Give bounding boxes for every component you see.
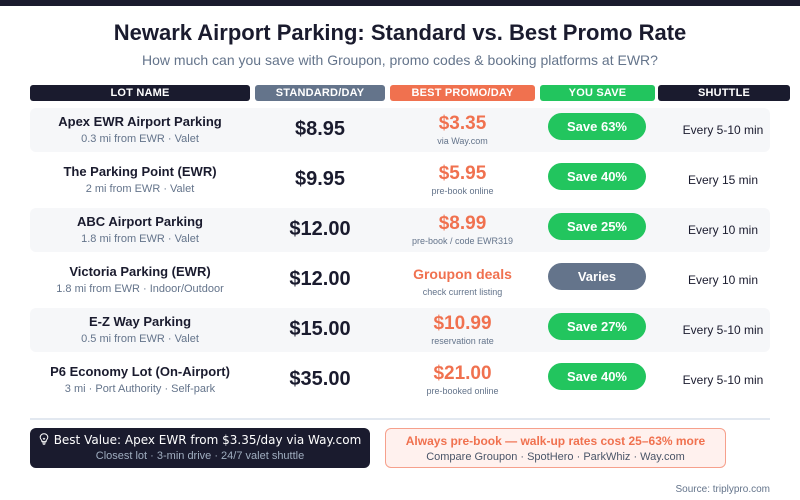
lot-name: ABC Airport Parking [77,214,203,229]
standard-cell: $8.95 [255,108,385,152]
promo-price: $3.35 [438,113,487,134]
best-value-headline: Best Value: Apex EWR from $3.35/day via … [30,433,370,447]
lot-name-cell: ABC Airport Parking 1.8 mi from EWR · Va… [30,208,250,252]
column-header-you-save: YOU SAVE [540,85,655,101]
lot-meta: 3 mi · Port Authority · Self-park [64,383,216,395]
savings-badge: Save 40% [548,363,646,390]
promo-cell: $8.99 pre-book / code EWR319 [390,208,535,252]
promo-price: $21.00 [433,363,492,384]
shuttle-frequency: Every 10 min [687,223,759,237]
shuttle-cell: Every 15 min [658,158,788,202]
lot-meta: 1.8 mi from EWR · Indoor/Outdoor [56,283,224,295]
promo-note: pre-book online [431,186,494,196]
promo-price: $8.99 [438,213,487,234]
savings-badge: Save 63% [548,113,646,140]
standard-price: $12.00 [289,218,351,240]
shuttle-cell: Every 5-10 min [658,358,788,402]
lot-name-cell: Apex EWR Airport Parking 0.3 mi from EWR… [30,108,250,152]
savings-badge: Save 25% [548,213,646,240]
lot-name-cell: The Parking Point (EWR) 2 mi from EWR · … [30,158,250,202]
promo-note: pre-book / code EWR319 [411,236,514,246]
standard-price: $12.00 [289,268,351,290]
table-row: Victoria Parking (EWR) 1.8 mi from EWR ·… [30,258,770,302]
promo-price: $10.99 [433,313,492,334]
promo-note: reservation rate [431,336,494,346]
section-divider [30,418,770,420]
save-cell: Save 63% [540,108,655,152]
standard-price: $15.00 [289,318,351,340]
table-row: ABC Airport Parking 1.8 mi from EWR · Va… [30,208,770,252]
standard-price: $9.95 [294,168,346,190]
shuttle-frequency: Every 10 min [687,273,759,287]
best-value-subtext: Closest lot · 3-min drive · 24/7 valet s… [95,450,305,462]
lot-name: The Parking Point (EWR) [63,164,217,179]
lot-meta: 0.5 mi from EWR · Valet [81,333,199,345]
save-cell: Save 27% [540,308,655,352]
lot-meta: 1.8 mi from EWR · Valet [81,233,199,245]
promo-price: $5.95 [438,163,487,184]
shuttle-frequency: Every 5-10 min [682,323,764,337]
shuttle-frequency: Every 5-10 min [682,373,764,387]
savings-badge: Varies [548,263,646,290]
shuttle-cell: Every 10 min [658,208,788,252]
source-credit: Source: triplypro.com [675,484,770,495]
standard-price: $35.00 [289,368,351,390]
lot-meta: 2 mi from EWR · Valet [85,183,195,195]
save-cell: Save 40% [540,158,655,202]
column-header-shuttle: SHUTTLE [658,85,790,101]
table-row: P6 Economy Lot (On-Airport) 3 mi · Port … [30,358,770,402]
column-header-lot-name: LOT NAME [30,85,250,101]
column-header-best-promo: BEST PROMO/DAY [390,85,535,101]
shuttle-cell: Every 5-10 min [658,308,788,352]
promo-price: Groupon deals [413,266,512,282]
page-title: Newark Airport Parking: Standard vs. Bes… [113,20,687,45]
promo-note: check current listing [422,287,503,297]
promo-note: via Way.com [437,136,488,146]
lot-name: E-Z Way Parking [88,314,192,329]
lightbulb-icon [39,433,48,445]
table-row: Apex EWR Airport Parking 0.3 mi from EWR… [30,108,770,152]
prebook-tip-callout: Always pre-book — walk-up rates cost 25–… [385,428,726,468]
standard-price: $8.95 [294,118,346,140]
shuttle-frequency: Every 15 min [687,173,759,187]
lot-name: P6 Economy Lot (On-Airport) [50,364,230,379]
savings-badge: Save 40% [548,163,646,190]
promo-cell: $10.99 reservation rate [390,308,535,352]
standard-cell: $12.00 [255,208,385,252]
lot-name: Victoria Parking (EWR) [69,264,211,279]
lot-name-cell: E-Z Way Parking 0.5 mi from EWR · Valet [30,308,250,352]
lot-name-cell: P6 Economy Lot (On-Airport) 3 mi · Port … [30,358,250,402]
shuttle-cell: Every 5-10 min [658,108,788,152]
prebook-tip-subtext: Compare Groupon · SpotHero · ParkWhiz · … [426,451,685,463]
prebook-tip-headline: Always pre-book — walk-up rates cost 25–… [405,434,706,448]
standard-cell: $9.95 [255,158,385,202]
promo-cell: Groupon deals check current listing [390,258,535,302]
lot-meta: 0.3 mi from EWR · Valet [81,133,199,145]
lot-name-cell: Victoria Parking (EWR) 1.8 mi from EWR ·… [30,258,250,302]
shuttle-cell: Every 10 min [658,258,788,302]
standard-cell: $15.00 [255,308,385,352]
top-accent-bar [0,0,800,6]
table-row: The Parking Point (EWR) 2 mi from EWR · … [30,158,770,202]
save-cell: Varies [540,258,655,302]
best-value-callout: Best Value: Apex EWR from $3.35/day via … [30,428,370,468]
standard-cell: $35.00 [255,358,385,402]
table-row: E-Z Way Parking 0.5 mi from EWR · Valet … [30,308,770,352]
save-cell: Save 40% [540,358,655,402]
standard-cell: $12.00 [255,258,385,302]
lot-name: Apex EWR Airport Parking [58,114,222,129]
best-value-text: Best Value: Apex EWR from $3.35/day via … [53,433,362,447]
promo-cell: $3.35 via Way.com [390,108,535,152]
column-header-standard: STANDARD/DAY [255,85,385,101]
save-cell: Save 25% [540,208,655,252]
page-subtitle: How much can you save with Groupon, prom… [142,52,658,68]
promo-cell: $5.95 pre-book online [390,158,535,202]
shuttle-frequency: Every 5-10 min [682,123,764,137]
savings-badge: Save 27% [548,313,646,340]
promo-cell: $21.00 pre-booked online [390,358,535,402]
promo-note: pre-booked online [426,386,499,396]
